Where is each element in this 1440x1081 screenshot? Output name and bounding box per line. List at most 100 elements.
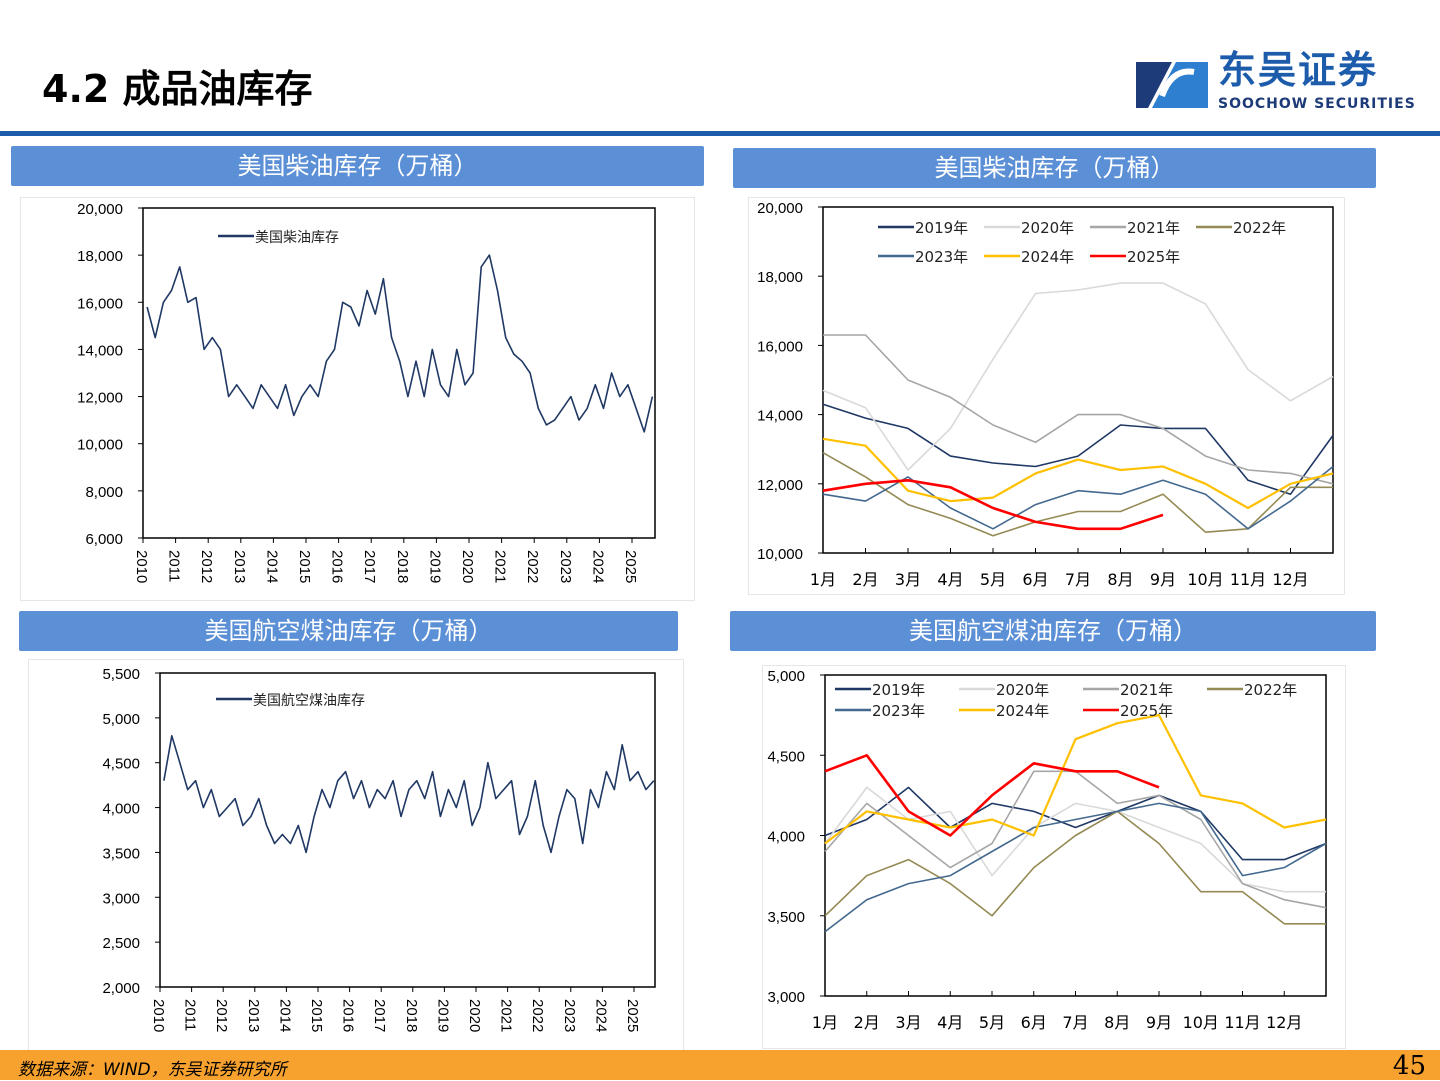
series-line-6: [824, 713, 1327, 845]
legend-label: 2024年: [996, 702, 1049, 720]
x-tick-label: 2024: [592, 999, 609, 1032]
y-tick-label: 5,000: [102, 711, 140, 728]
y-tick-label: 3,500: [102, 845, 140, 862]
y-tick-label: 8,000: [85, 484, 123, 501]
chart-panel-4: [762, 665, 1346, 1049]
x-tick-label: 3月: [895, 570, 921, 589]
x-tick-label: 2012: [198, 550, 215, 583]
x-tick-label: 2015: [308, 999, 325, 1032]
series-line-1: [163, 734, 655, 854]
x-tick-label: 2021: [498, 999, 515, 1032]
x-tick-label: 10月: [1187, 570, 1223, 589]
y-tick-label: 20,000: [757, 200, 803, 217]
y-tick-label: 6,000: [85, 531, 123, 548]
x-tick-label: 2019: [426, 550, 443, 583]
series-line-7: [822, 478, 1164, 531]
x-tick-label: 2020: [466, 999, 483, 1032]
x-tick-label: 2012: [213, 999, 230, 1032]
panel-title-diesel-history: 美国柴油库存（万桶）: [11, 146, 704, 186]
x-tick-label: 8月: [1104, 1013, 1130, 1032]
y-tick-label: 5,500: [102, 666, 140, 683]
x-tick-label: 9月: [1146, 1013, 1172, 1032]
x-tick-label: 1月: [810, 570, 836, 589]
x-tick-label: 2018: [394, 550, 411, 583]
y-tick-label: 14,000: [757, 408, 803, 425]
y-tick-label: 5,000: [767, 668, 805, 685]
y-tick-label: 3,500: [767, 909, 805, 926]
y-tick-label: 10,000: [77, 437, 123, 454]
x-tick-label: 12月: [1266, 1013, 1302, 1032]
legend-label: 2020年: [996, 681, 1049, 699]
series-line-7: [824, 753, 1160, 837]
data-source: 数据来源：WIND，东吴证券研究所: [18, 1060, 287, 1080]
legend-label: 美国柴油库存: [255, 230, 339, 246]
plot-frame: [159, 672, 656, 988]
legend-label: 2020年: [1021, 219, 1074, 237]
chart-panel-2: [748, 197, 1345, 595]
x-tick-label: 2017: [371, 999, 388, 1032]
panel-title-jet-history: 美国航空煤油库存（万桶）: [19, 611, 678, 651]
x-tick-label: 2016: [340, 999, 357, 1032]
x-tick-label: 2013: [245, 999, 262, 1032]
legend-label: 2022年: [1244, 681, 1297, 699]
x-tick-label: 5月: [979, 1013, 1005, 1032]
y-tick-label: 4,500: [767, 748, 805, 765]
y-tick-label: 4,000: [102, 801, 140, 818]
x-tick-label: 7月: [1062, 1013, 1088, 1032]
series-line-5: [822, 465, 1334, 530]
logo-text-en: SOOCHOW SECURITIES: [1218, 96, 1416, 112]
x-tick-label: 2024: [589, 550, 606, 583]
x-tick-label: 12月: [1272, 570, 1308, 589]
x-tick-label: 2025: [624, 999, 641, 1032]
y-tick-label: 2,000: [102, 980, 140, 997]
x-tick-label: 2010: [133, 550, 150, 583]
logo-mark-icon: [1136, 62, 1208, 108]
y-tick-label: 3,000: [767, 989, 805, 1006]
x-tick-label: 11月: [1230, 570, 1266, 589]
page-number: 45: [1392, 1051, 1426, 1081]
x-tick-label: 1月: [812, 1013, 838, 1032]
x-tick-label: 10月: [1183, 1013, 1219, 1032]
series-line-2: [824, 786, 1326, 893]
legend-label: 美国航空煤油库存: [253, 693, 365, 709]
series-line-6: [822, 437, 1334, 510]
y-tick-label: 12,000: [77, 390, 123, 407]
panel-title-jet-seasonal: 美国航空煤油库存（万桶）: [730, 611, 1376, 651]
x-tick-label: 2017: [361, 550, 378, 583]
x-tick-label: 2011: [182, 999, 199, 1031]
x-tick-label: 5月: [980, 570, 1006, 589]
y-tick-label: 20,000: [77, 201, 123, 218]
x-tick-label: 2月: [854, 1013, 880, 1032]
logo-text-cn: 东吴证券: [1218, 48, 1379, 92]
x-tick-label: 4月: [937, 1013, 963, 1032]
legend-label: 2025年: [1127, 248, 1180, 266]
legend-label: 2024年: [1021, 248, 1074, 266]
legend-label: 2023年: [872, 702, 925, 720]
x-tick-label: 2020: [459, 550, 476, 583]
x-tick-label: 2018: [403, 999, 420, 1032]
x-tick-label: 2016: [329, 550, 346, 583]
legend-label: 2023年: [915, 248, 968, 266]
series-line-5: [824, 802, 1327, 933]
plot-frame: [142, 207, 656, 539]
series-line-3: [823, 334, 1334, 485]
y-tick-label: 16,000: [757, 338, 803, 355]
x-tick-label: 2014: [263, 550, 280, 583]
series-line-1: [824, 786, 1327, 861]
footer-bar: 数据来源：WIND，东吴证券研究所 45: [0, 1050, 1440, 1081]
x-tick-label: 2010: [150, 999, 167, 1032]
x-tick-label: 2023: [557, 550, 574, 583]
series-line-1: [822, 403, 1334, 496]
y-tick-label: 12,000: [757, 477, 803, 494]
x-tick-label: 2月: [852, 570, 878, 589]
y-tick-label: 2,500: [102, 935, 140, 952]
series-line-1: [146, 254, 654, 433]
x-tick-label: 2021: [492, 550, 509, 583]
x-tick-label: 8月: [1107, 570, 1133, 589]
y-tick-label: 3,000: [102, 890, 140, 907]
y-tick-label: 4,500: [102, 756, 140, 773]
x-tick-label: 11月: [1224, 1013, 1260, 1032]
header-divider: [0, 131, 1440, 136]
series-line-2: [822, 282, 1334, 471]
